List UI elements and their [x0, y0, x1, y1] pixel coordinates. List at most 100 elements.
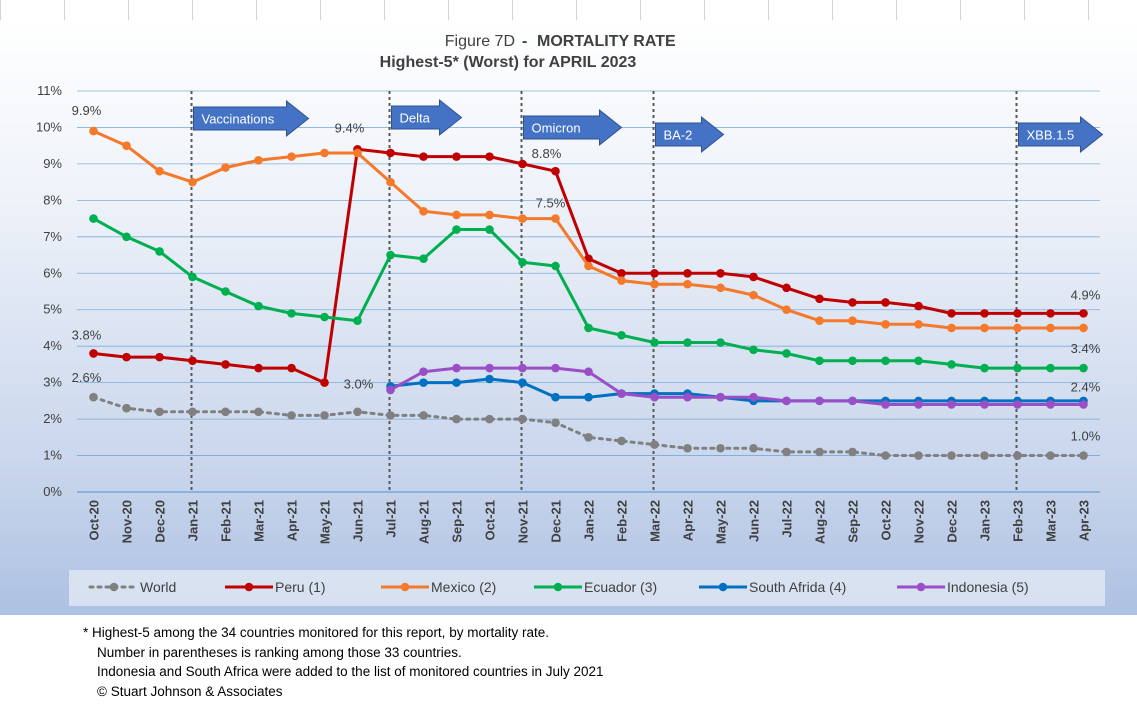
data-point [1013, 309, 1022, 318]
x-tick-label: Aug-21 [417, 500, 432, 544]
x-tick-label: Dec-20 [153, 500, 168, 543]
data-point [815, 396, 824, 406]
data-point [947, 360, 956, 369]
data-point [650, 268, 659, 278]
legend-label: Peru (1) [275, 579, 326, 595]
data-point [386, 385, 395, 395]
x-tick-label: Jun-21 [351, 500, 366, 542]
series-world [89, 392, 1088, 460]
y-tick-label: 0% [43, 484, 62, 499]
y-tick-label: 11% [37, 83, 62, 98]
x-tick-label: Jul-22 [780, 500, 795, 538]
data-point [353, 148, 362, 158]
data-point [914, 356, 923, 366]
x-tick-label: Jan-21 [186, 500, 201, 541]
data-point [287, 411, 296, 420]
data-point [584, 433, 593, 442]
y-tick-label: 4% [43, 338, 62, 353]
annotation-arrow [1018, 115, 1104, 154]
legend-swatch-marker [916, 582, 926, 592]
data-point [815, 447, 824, 457]
data-point [617, 436, 626, 446]
data-point [584, 261, 593, 271]
data-point [716, 268, 725, 278]
data-point [683, 392, 692, 402]
data-point [452, 210, 461, 220]
y-tick-label: 6% [43, 265, 62, 280]
data-point [89, 126, 98, 136]
data-point [287, 152, 296, 161]
data-point [320, 411, 329, 420]
data-point [617, 389, 626, 398]
data-point [782, 283, 791, 293]
legend-swatch-marker [244, 582, 254, 592]
data-label: 9.4% [335, 120, 365, 135]
data-point [188, 407, 197, 417]
legend-label: South Afrida (4) [749, 579, 846, 595]
data-point [881, 400, 890, 409]
data-point [254, 301, 263, 311]
y-tick-label: 5% [43, 302, 62, 317]
legend-item: World [88, 579, 176, 595]
data-point [386, 250, 395, 260]
annotation-label: Vaccinations [202, 112, 275, 127]
data-point [980, 451, 989, 460]
data-point [980, 323, 989, 333]
data-point [848, 356, 857, 366]
data-point [221, 163, 230, 172]
data-point [485, 414, 494, 424]
data-point [947, 451, 956, 460]
y-tick-label: 7% [43, 229, 62, 244]
data-point [1013, 451, 1022, 460]
legend-swatch-marker [400, 582, 410, 592]
legend-swatch-marker [109, 582, 119, 592]
data-label: 2.6% [72, 370, 102, 385]
data-point [485, 225, 494, 234]
data-point [419, 207, 428, 216]
annotation-arrow [523, 108, 623, 147]
data-point [452, 225, 461, 234]
legend-item: Indonesia (5) [897, 579, 1029, 595]
data-point [551, 166, 560, 176]
data-point [452, 414, 461, 424]
data-point [518, 378, 527, 387]
data-point [155, 407, 164, 417]
data-label: 3.0% [344, 377, 374, 392]
data-label: 9.9% [72, 103, 102, 118]
data-point [155, 352, 164, 362]
x-tick-label: Sep-22 [846, 500, 861, 543]
x-tick-label: Nov-22 [912, 500, 927, 543]
x-tick-label: Oct-21 [483, 500, 498, 540]
data-point [419, 367, 428, 377]
data-point [551, 418, 560, 428]
chart-area[interactable]: Figure 7D - MORTALITY RATE Highest-5* (W… [0, 20, 1137, 615]
series-line [389, 366, 1084, 406]
data-label: 3.8% [72, 327, 102, 342]
annotation-label: XBB.1.5 [1027, 128, 1075, 143]
annotation-arrow [193, 99, 310, 138]
data-point [980, 363, 989, 373]
data-point [683, 268, 692, 278]
data-point [320, 312, 329, 322]
data-point [716, 443, 725, 453]
x-tick-label: Oct-22 [879, 500, 894, 540]
data-point [848, 447, 857, 457]
x-tick-label: May-22 [714, 500, 729, 544]
data-point [914, 301, 923, 311]
data-point [1079, 363, 1088, 373]
x-tick-label: Mar-22 [648, 500, 663, 542]
series-indonesia-5- [386, 363, 1088, 409]
data-point [518, 159, 527, 169]
data-point [518, 214, 527, 223]
series-line [92, 217, 1084, 370]
series-line [390, 377, 1084, 403]
x-tick-label: Apr-21 [285, 500, 300, 541]
data-point [122, 352, 131, 362]
y-tick-label: 3% [43, 375, 62, 390]
chart-title-separator: - [522, 33, 527, 50]
data-point [353, 316, 362, 325]
data-point [386, 411, 395, 420]
data-point [155, 166, 164, 176]
data-point [650, 440, 659, 449]
data-point [716, 338, 725, 347]
